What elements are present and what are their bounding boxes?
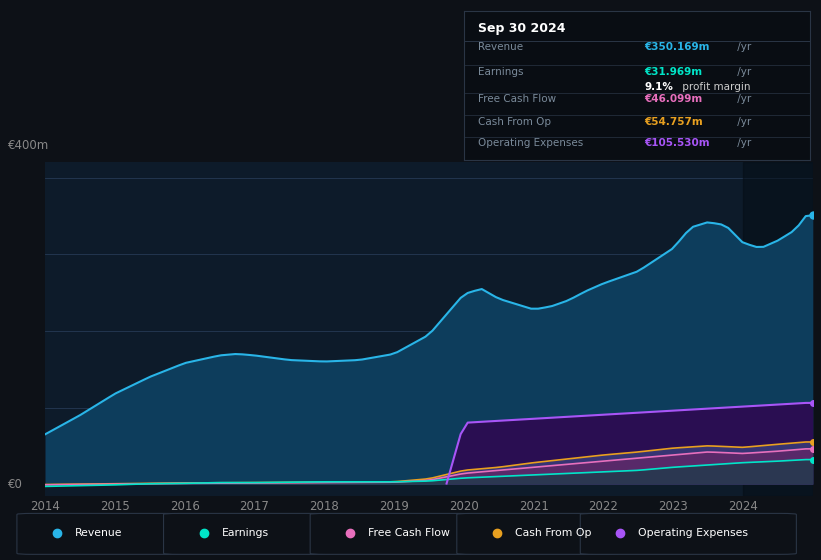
Text: profit margin: profit margin [679, 82, 750, 92]
Text: €0: €0 [8, 478, 23, 491]
Text: Free Cash Flow: Free Cash Flow [368, 529, 450, 538]
Text: €350.169m: €350.169m [644, 43, 709, 53]
FancyBboxPatch shape [456, 514, 619, 554]
Text: Revenue: Revenue [478, 43, 523, 53]
Text: /yr: /yr [734, 138, 751, 148]
FancyBboxPatch shape [163, 514, 326, 554]
Text: €54.757m: €54.757m [644, 116, 703, 127]
Text: €400m: €400m [8, 139, 49, 152]
Text: €46.099m: €46.099m [644, 94, 702, 104]
FancyBboxPatch shape [310, 514, 472, 554]
FancyBboxPatch shape [17, 514, 179, 554]
Text: /yr: /yr [734, 43, 751, 53]
FancyBboxPatch shape [580, 514, 796, 554]
Text: Free Cash Flow: Free Cash Flow [478, 94, 556, 104]
Bar [743, 162, 813, 496]
Text: Cash From Op: Cash From Op [515, 529, 591, 538]
Text: /yr: /yr [734, 67, 751, 77]
Text: Earnings: Earnings [222, 529, 268, 538]
Text: Operating Expenses: Operating Expenses [478, 138, 583, 148]
Text: Sep 30 2024: Sep 30 2024 [478, 22, 565, 35]
Text: Cash From Op: Cash From Op [478, 116, 551, 127]
Text: Revenue: Revenue [75, 529, 122, 538]
Text: Operating Expenses: Operating Expenses [638, 529, 748, 538]
Text: 9.1%: 9.1% [644, 82, 673, 92]
Text: €105.530m: €105.530m [644, 138, 709, 148]
Text: Earnings: Earnings [478, 67, 523, 77]
Text: /yr: /yr [734, 94, 751, 104]
Text: €31.969m: €31.969m [644, 67, 702, 77]
Text: /yr: /yr [734, 116, 751, 127]
